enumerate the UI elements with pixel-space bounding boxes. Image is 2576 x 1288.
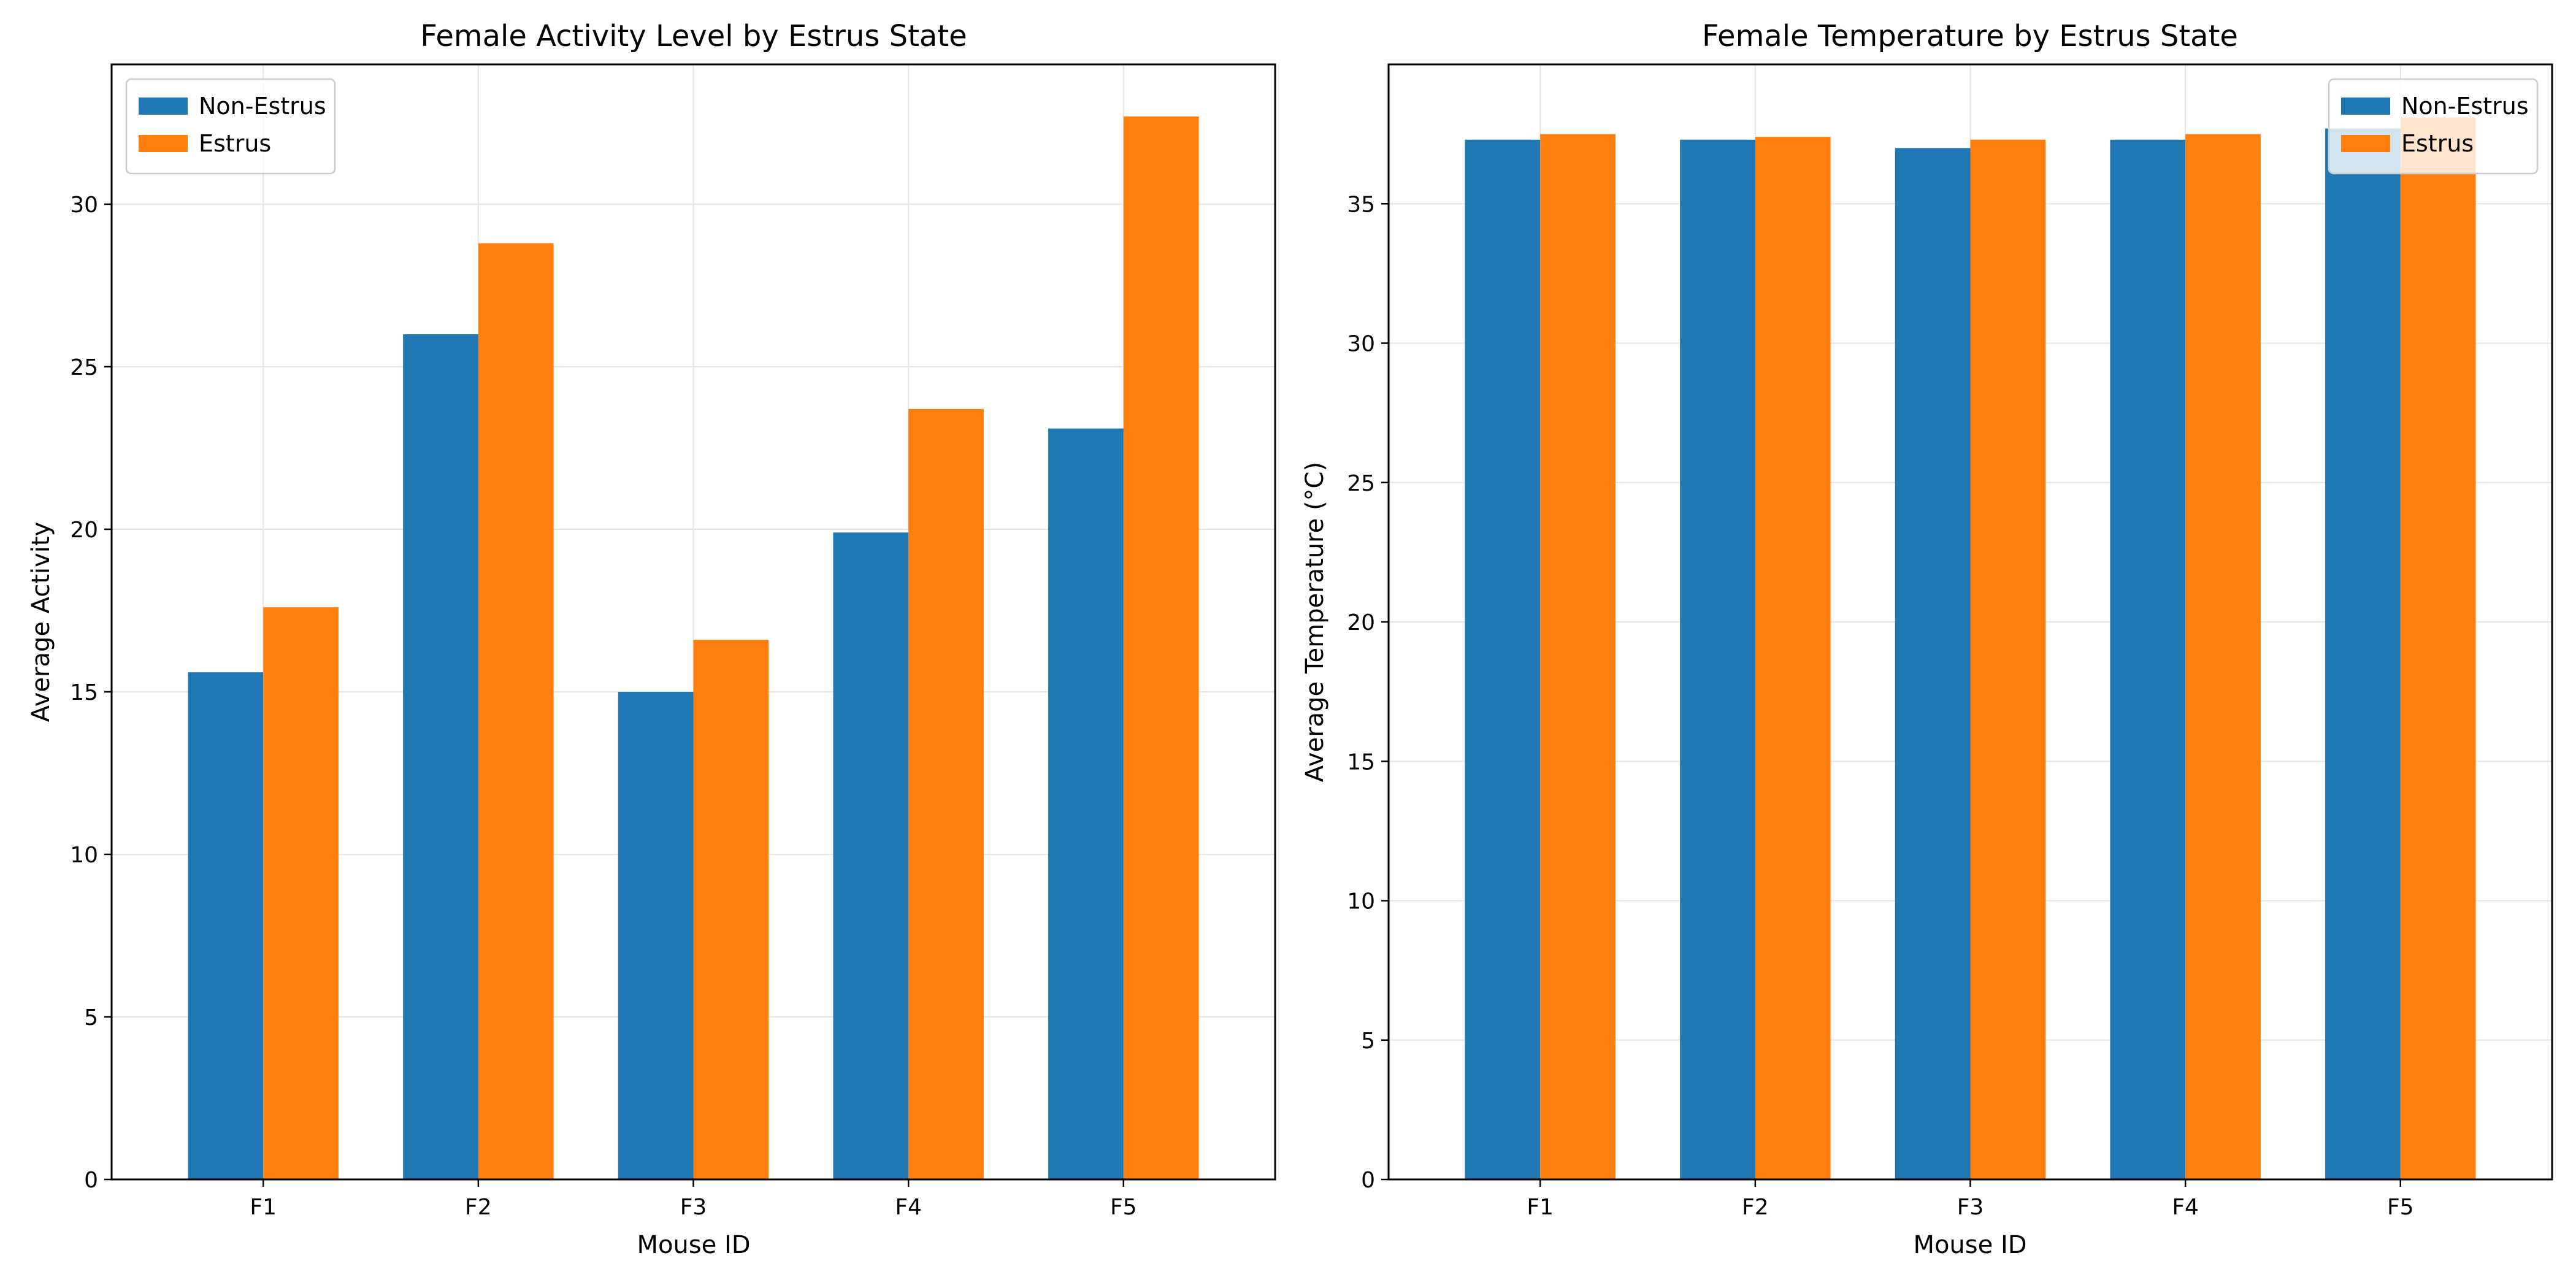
activity-legend: Non-Estrus Estrus [125,78,336,175]
temperature-x-axis-label: Mouse ID [1913,1231,2026,1259]
activity-bar-estrus-f4 [908,408,984,1179]
activity-legend-swatch [139,135,188,152]
temperature-y-tick-label: 30 [1347,332,1375,357]
activity-bar-estrus-f3 [693,640,769,1179]
temperature-x-tick-label: F1 [1527,1195,1554,1220]
activity-chart: 0 5 10 15 20 25 30 F1 F2 F3 F4 F5 Female Activity … [27,19,1276,1259]
activity-y-tick-label: 15 [70,680,98,705]
temperature-bar-estrus-f2 [1755,137,1831,1179]
activity-bar-non-estrus-f3 [618,691,694,1179]
temperature-bar-estrus-f3 [1970,139,2046,1180]
activity-y-tick-label: 20 [70,518,98,543]
activity-x-tick-label: F4 [895,1195,922,1220]
temperature-legend-swatch [2341,98,2390,115]
activity-x-tick-label: F2 [465,1195,492,1220]
activity-y-axis: 0 5 10 15 20 25 30 [70,193,112,1193]
temperature-y-axis: 0 5 10 15 20 25 30 35 [1347,192,1389,1193]
temperature-x-axis: F1 F2 F3 F4 F5 [1527,1179,2414,1220]
activity-legend-label: Estrus [199,130,271,157]
temperature-y-tick-label: 0 [1361,1168,1375,1193]
temperature-legend-label: Non-Estrus [2401,93,2529,120]
temperature-y-tick-label: 25 [1347,471,1375,496]
temperature-bar-non-estrus-f4 [2110,139,2186,1180]
temperature-bar-non-estrus-f3 [1895,148,1971,1180]
temperature-bar-non-estrus-f5 [2325,128,2401,1179]
temperature-bar-estrus-f1 [1540,134,1616,1179]
temperature-y-tick-label: 5 [1361,1029,1375,1054]
activity-bar-estrus-f2 [478,243,554,1180]
temperature-legend: Non-Estrus Estrus [2328,78,2539,175]
activity-x-tick-label: F3 [680,1195,707,1220]
temperature-x-tick-label: F5 [2387,1195,2414,1220]
activity-y-tick-label: 25 [70,355,98,380]
temperature-chart: 0 5 10 15 20 25 30 35 F1 F2 F3 F4 F5 Female Tempera… [1301,19,2553,1259]
activity-y-tick-label: 10 [70,843,98,868]
temperature-x-tick-label: F2 [1742,1195,1769,1220]
temperature-legend-swatch [2341,135,2390,152]
activity-y-axis-label: Average Activity [27,522,55,723]
temperature-bar-non-estrus-f2 [1680,139,1755,1180]
activity-x-tick-label: F1 [250,1195,277,1220]
activity-bar-estrus-f5 [1123,116,1199,1179]
temperature-y-axis-label: Average Temperature (°C) [1301,462,1329,782]
temperature-chart-title: Female Temperature by Estrus State [1702,19,2238,53]
temperature-legend-label: Estrus [2401,130,2474,157]
activity-y-tick-label: 5 [84,1005,98,1030]
activity-y-tick-label: 0 [84,1168,98,1193]
temperature-x-tick-label: F4 [2172,1195,2199,1220]
activity-legend-label: Non-Estrus [199,93,326,120]
activity-bar-non-estrus-f1 [188,672,264,1179]
activity-legend-swatch [139,98,188,115]
activity-bars [188,116,1199,1180]
temperature-bar-estrus-f5 [2400,117,2476,1180]
temperature-bar-estrus-f4 [2185,134,2261,1179]
temperature-x-tick-label: F3 [1957,1195,1984,1220]
temperature-bars [1465,117,2476,1180]
temperature-y-tick-label: 35 [1347,192,1375,217]
activity-bar-non-estrus-f5 [1048,428,1124,1180]
activity-x-axis-label: Mouse ID [637,1231,750,1259]
temperature-y-tick-label: 10 [1347,889,1375,914]
activity-chart-title: Female Activity Level by Estrus State [420,19,967,53]
activity-bar-non-estrus-f2 [403,334,478,1179]
activity-x-axis: F1 F2 F3 F4 F5 [250,1179,1137,1220]
temperature-bar-non-estrus-f1 [1465,139,1541,1180]
activity-x-tick-label: F5 [1110,1195,1137,1220]
activity-y-tick-label: 30 [70,193,98,218]
temperature-y-tick-label: 20 [1347,610,1375,635]
activity-bar-non-estrus-f4 [833,532,909,1180]
temperature-y-tick-label: 15 [1347,749,1375,775]
activity-bar-estrus-f1 [263,607,339,1179]
